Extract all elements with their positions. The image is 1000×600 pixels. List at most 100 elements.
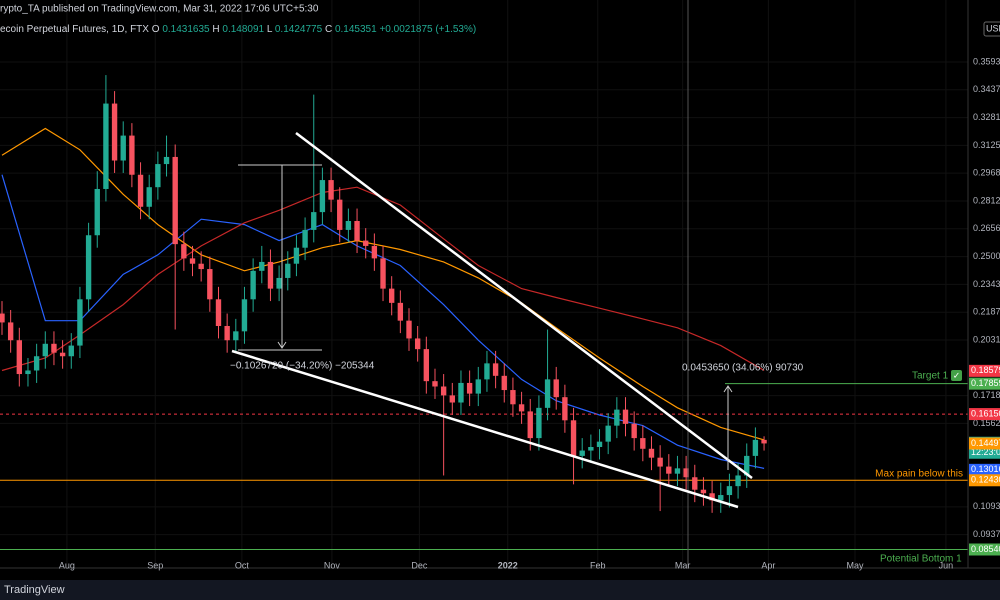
candle-body — [648, 448, 655, 458]
x-tick-label: Dec — [411, 560, 428, 570]
ohlc-key: C — [325, 24, 332, 35]
candle-body — [744, 455, 750, 476]
candle-body — [440, 386, 447, 396]
candle-body — [276, 277, 282, 289]
bottom-label: Potential Bottom 1 — [880, 554, 962, 565]
price-badge-label: 0.08540 — [971, 544, 1000, 554]
candle-body — [718, 495, 724, 501]
candle-body — [432, 381, 438, 387]
candle-body — [233, 331, 239, 341]
price-badge — [969, 437, 1000, 450]
candle-body — [163, 156, 170, 165]
candle-body — [458, 382, 464, 403]
candle-body — [475, 379, 481, 394]
price-badge — [969, 463, 1000, 476]
measure-up-label: 0.0453650 (34.06%) 90730 — [682, 363, 804, 374]
candle-body — [674, 468, 681, 474]
candle-body — [484, 363, 490, 380]
price-badge — [969, 364, 1000, 377]
y-tick-label: 0.17187 — [973, 390, 1000, 400]
candle-body — [16, 340, 22, 375]
target-label: Target 1 — [912, 371, 949, 382]
candle-body — [354, 221, 360, 241]
candle-body — [68, 345, 74, 357]
candle-body — [614, 409, 620, 426]
candle-body — [137, 174, 144, 207]
candle-body — [25, 370, 31, 375]
x-tick-label: Apr — [761, 560, 775, 570]
candle-body — [120, 135, 126, 161]
x-tick-label: 2022 — [498, 560, 518, 570]
candle-body — [319, 180, 326, 213]
x-tick-label: Oct — [235, 560, 250, 570]
y-tick-label: 0.26562 — [973, 223, 1000, 233]
candle-body — [752, 439, 759, 456]
candle-body — [59, 352, 66, 357]
measure-down — [238, 164, 322, 351]
symbol-line: ecoin Perpetual Futures, 1D, FTX O 0.143… — [0, 24, 476, 35]
candle-body — [155, 164, 161, 188]
candle-body — [761, 439, 767, 444]
candle-body — [215, 299, 222, 326]
measure-down-label: −0.1026720 (−34.20%) −205344 — [230, 361, 375, 372]
candle-body — [371, 245, 378, 259]
candle-body — [605, 425, 611, 442]
y-tick-label: 0.09375 — [973, 529, 1000, 539]
ohlc-value: 0.148091 — [222, 24, 264, 35]
candle-body — [337, 199, 343, 230]
candle-body — [111, 103, 118, 161]
candle-body — [622, 409, 629, 424]
candle-body — [77, 299, 83, 346]
candle-body — [657, 457, 663, 467]
candle-body — [198, 263, 204, 270]
candle-body — [172, 156, 178, 245]
candle-body — [527, 411, 533, 439]
ohlc-value: 0.145351 — [335, 24, 377, 35]
price-badge-label: 0.16150 — [971, 408, 1000, 418]
candle-body — [544, 379, 551, 408]
currency: USD — [986, 23, 1000, 33]
y-tick-label: 0.35937 — [973, 56, 1000, 66]
candle-body — [631, 423, 637, 439]
ohlc-value: 0.1424775 — [275, 24, 323, 35]
levels — [0, 383, 968, 550]
y-tick-label: 0.34375 — [973, 84, 1000, 94]
candle-body — [735, 475, 741, 487]
candle-body — [363, 240, 369, 246]
ohlc-value: 0.1431635 — [162, 24, 210, 35]
moving-average — [1, 174, 765, 469]
x-tick-label: Sep — [147, 560, 163, 570]
candle-body — [42, 343, 48, 357]
candle-body — [224, 325, 230, 341]
candle-body — [250, 270, 256, 300]
change: +0.0021875 (+1.53%) — [379, 24, 476, 35]
header: rypto_TA published on TradingView.com, M… — [0, 4, 476, 35]
candle-body — [328, 180, 334, 200]
candle-body — [33, 356, 40, 371]
price-badge-label: 0.18579 — [971, 365, 1000, 375]
price-badge — [969, 474, 1000, 487]
candle-body — [640, 438, 646, 449]
candle-body — [397, 302, 404, 321]
y-tick-label: 0.32812 — [973, 112, 1000, 122]
trend-line-upper — [295, 132, 753, 479]
candle-body — [259, 261, 265, 271]
y-tick-label: 0.21875 — [973, 307, 1000, 317]
y-tick-label: 0.20312 — [973, 334, 1000, 344]
ohlc-key: L — [267, 24, 273, 35]
x-tick-label: Jun — [939, 560, 954, 570]
candle-body — [0, 313, 5, 323]
x-tick-label: Nov — [324, 560, 341, 570]
price-badge-label: 0.13016 — [971, 464, 1000, 474]
x-tick-label: Feb — [590, 560, 606, 570]
candle-body — [51, 343, 57, 353]
candle-body — [189, 258, 196, 264]
x-tick-label: Aug — [59, 560, 75, 570]
candle-body — [146, 187, 152, 207]
candle-body — [683, 468, 689, 478]
